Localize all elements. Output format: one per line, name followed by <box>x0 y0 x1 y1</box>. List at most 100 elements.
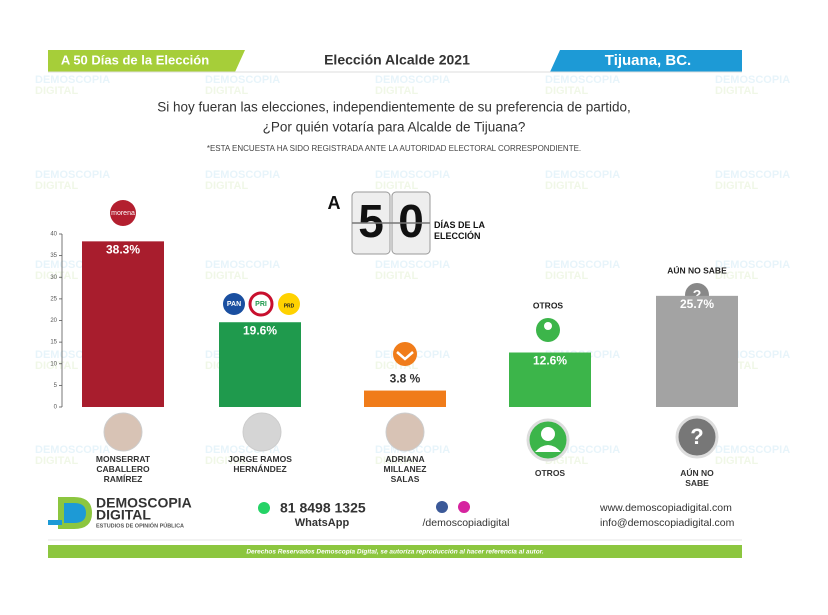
bar <box>364 390 446 407</box>
watermark: DEMOSCOPIA <box>545 74 620 86</box>
watermark: DIGITAL <box>205 180 248 192</box>
bar-top-label: AÚN NO SABE <box>667 264 727 275</box>
header-left-band <box>48 50 245 72</box>
question-icon-mark: ? <box>690 424 703 449</box>
rights-bar <box>48 545 742 558</box>
watermark: DIGITAL <box>375 270 418 282</box>
watermark: DIGITAL <box>35 180 78 192</box>
y-tick-label: 5 <box>54 383 58 389</box>
y-tick-label: 15 <box>50 340 57 346</box>
watermark: DIGITAL <box>545 180 588 192</box>
watermark: DEMOSCOPIA <box>35 444 110 456</box>
category-label: ADRIANA MILLANEZ SALAS <box>383 454 427 484</box>
phone: 81 8498 1325 <box>280 500 366 516</box>
watermark: DIGITAL <box>375 85 418 97</box>
brand-logo <box>64 503 86 523</box>
category-label: JORGE RAMOS HERNÁNDEZ <box>228 454 292 474</box>
brand: DEMOSCOPIA <box>96 495 192 511</box>
web: www.demoscopiadigital.com <box>599 502 732 514</box>
watermark: DEMOSCOPIA <box>205 169 280 181</box>
watermark: DIGITAL <box>35 455 78 467</box>
person-icon-head <box>541 427 555 441</box>
note: *ESTA ENCUESTA HA SIDO REGISTRADA ANTE L… <box>207 144 581 153</box>
watermark: DEMOSCOPIA <box>375 169 450 181</box>
brand-logo <box>48 520 62 525</box>
value-label: 19.6% <box>243 323 277 337</box>
watermark: DEMOSCOPIA <box>715 74 790 86</box>
watermark: DIGITAL <box>205 85 248 97</box>
watermark: DIGITAL <box>375 455 418 467</box>
watermark: DEMOSCOPIA <box>715 169 790 181</box>
party-logo-text: morena <box>111 210 135 217</box>
party-logo <box>393 342 417 366</box>
email: info@demoscopiadigital.com <box>600 517 735 529</box>
bar-top-label: OTROS <box>533 300 564 310</box>
party-logo <box>223 293 245 315</box>
category-label: MONSERRAT CABALLERO RAMÍREZ <box>95 454 151 484</box>
category-label: AÚN NO SABE <box>680 468 714 488</box>
question-line: ¿Por quién votaría para Alcalde de Tijua… <box>263 120 526 135</box>
rights: Derechos Reservados Demoscopia Digital, … <box>246 549 543 556</box>
question-line: Si hoy fueran las elecciones, independie… <box>157 100 631 115</box>
value-label: 12.6% <box>533 354 567 368</box>
y-tick-label: 30 <box>50 275 57 281</box>
party-logo-text: PRI <box>255 301 267 308</box>
facebook-icon <box>436 501 448 513</box>
brand: DIGITAL <box>96 507 151 523</box>
watermark: DIGITAL <box>545 85 588 97</box>
party-logo-text: PRD <box>284 303 295 309</box>
watermark: DEMOSCOPIA <box>375 259 450 271</box>
bar <box>509 352 591 407</box>
candidate-photo <box>385 412 425 452</box>
countdown-label: DÍAS DE LA ELECCIÓN <box>434 220 485 241</box>
watermark: DIGITAL <box>35 85 78 97</box>
question-icon <box>675 415 719 459</box>
watermark: DIGITAL <box>715 85 758 97</box>
watermark: DEMOSCOPIA <box>715 444 790 456</box>
header-left: A 50 Días de la Elección <box>61 52 209 67</box>
question-icon-mark: ? <box>693 287 702 303</box>
header-center: Elección Alcalde 2021 <box>324 52 470 68</box>
bar <box>219 322 301 407</box>
whatsapp-icon <box>258 502 270 514</box>
party-logo <box>278 293 300 315</box>
party-logo-mark <box>396 351 414 361</box>
bar <box>656 295 738 407</box>
watermark: DIGITAL <box>715 455 758 467</box>
watermark: DEMOSCOPIA <box>35 169 110 181</box>
person-icon-head <box>544 322 552 330</box>
watermark: DIGITAL <box>205 270 248 282</box>
y-tick-label: 10 <box>50 361 57 367</box>
whatsapp: WhatsApp <box>295 517 350 529</box>
watermark: DIGITAL <box>35 270 78 282</box>
watermark: DIGITAL <box>205 455 248 467</box>
value-label: 25.7% <box>680 297 714 311</box>
countdown-digit: 0 <box>398 195 424 247</box>
party-logo-text: PAN <box>227 301 241 308</box>
party-logo <box>110 200 136 226</box>
header-right-band <box>550 50 742 72</box>
watermark: DEMOSCOPIA <box>545 259 620 271</box>
value-label: 38.3% <box>106 243 140 257</box>
watermark: DEMOSCOPIA <box>205 74 280 86</box>
watermark: DEMOSCOPIA <box>375 74 450 86</box>
y-tick-label: 40 <box>50 232 57 238</box>
watermark: DEMOSCOPIA <box>715 259 790 271</box>
watermark: DEMOSCOPIA <box>545 169 620 181</box>
header-right: Tijuana, BC. <box>605 52 691 69</box>
social: /demoscopiadigital <box>423 517 510 529</box>
countdown-digit: 5 <box>358 195 384 247</box>
brand-tagline: ESTUDIOS DE OPINIÓN PÚBLICA <box>96 521 184 529</box>
countdown-prefix: A <box>328 193 341 213</box>
watermark: DIGITAL <box>375 180 418 192</box>
watermark: DIGITAL <box>715 180 758 192</box>
party-logo <box>248 291 274 317</box>
candidate-photo <box>103 412 143 452</box>
watermark: DEMOSCOPIA <box>35 74 110 86</box>
y-tick-label: 0 <box>54 405 58 411</box>
watermark: DIGITAL <box>35 360 78 372</box>
bar <box>82 241 164 407</box>
y-tick-label: 25 <box>50 296 57 302</box>
candidate-photo <box>242 412 282 452</box>
